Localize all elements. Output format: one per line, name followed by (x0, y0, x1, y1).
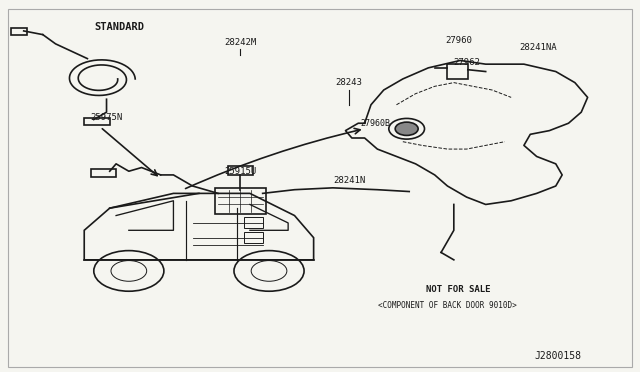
Text: 27960: 27960 (445, 36, 472, 45)
Text: NOT FOR SALE: NOT FOR SALE (426, 285, 490, 294)
Bar (11, 28, 27, 35)
Text: 25915U: 25915U (224, 167, 257, 176)
Bar (244, 217, 262, 228)
Text: 27962: 27962 (453, 58, 480, 67)
Text: 28242M: 28242M (224, 38, 257, 46)
Bar (84, 118, 109, 125)
Text: 28241N: 28241N (333, 176, 366, 185)
Text: <COMPONENT OF BACK DOOR 9010D>: <COMPONENT OF BACK DOOR 9010D> (378, 301, 517, 311)
Text: J2800158: J2800158 (534, 351, 581, 361)
Bar (91, 169, 116, 177)
Text: STANDARD: STANDARD (94, 22, 144, 32)
Bar (447, 64, 468, 79)
Circle shape (395, 122, 418, 135)
Bar (228, 166, 253, 175)
Text: 28243: 28243 (335, 78, 362, 87)
Text: 25975N: 25975N (90, 113, 123, 122)
Text: 27960B: 27960B (360, 119, 390, 128)
Bar (244, 232, 262, 243)
Text: 28241NA: 28241NA (520, 43, 557, 52)
